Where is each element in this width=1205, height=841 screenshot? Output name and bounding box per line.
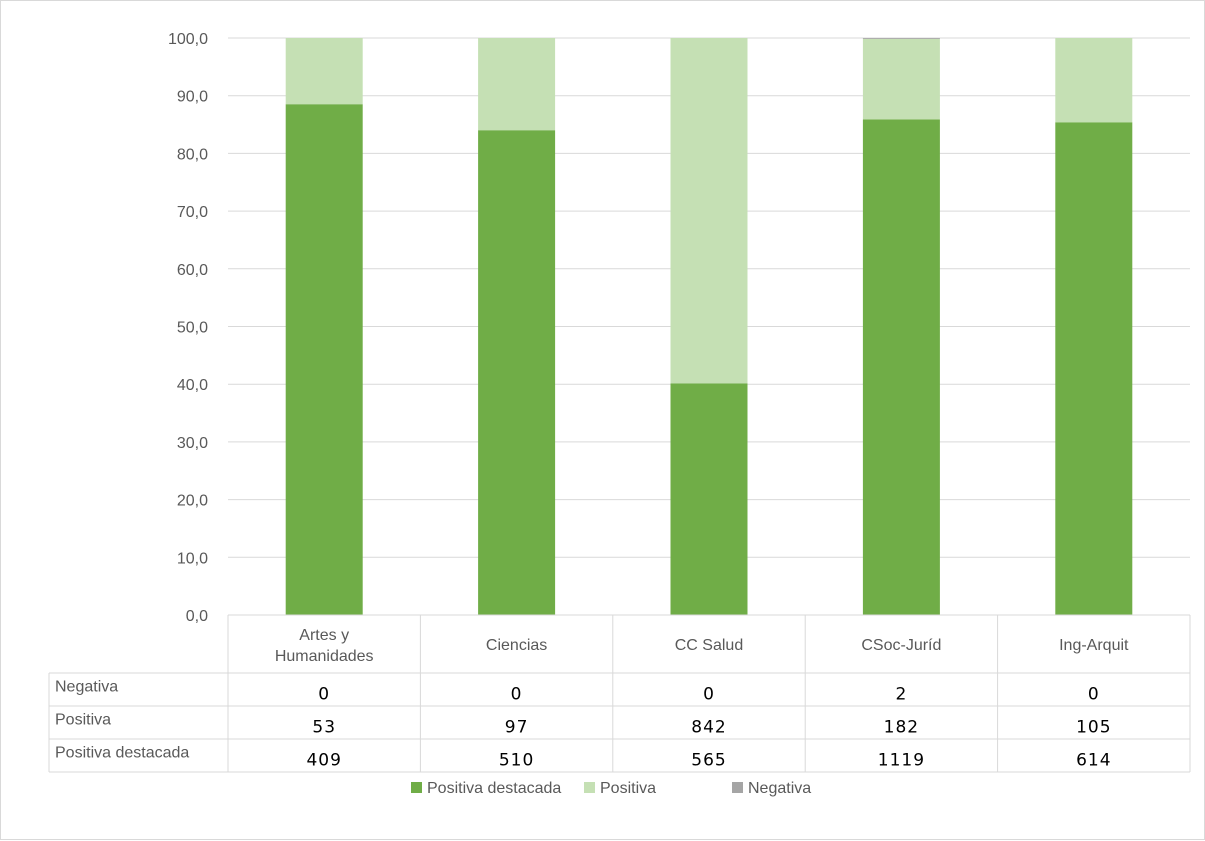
legend-label: Positiva destacada [427, 780, 561, 797]
legend-swatch [411, 782, 422, 793]
bar-segment [1055, 122, 1133, 615]
bar-segment [478, 130, 556, 615]
y-axis: 0,0 10,0 20,0 30,0 40,0 50,0 60,0 70,0 80,0 90,0 1… [168, 31, 208, 625]
table-cell-value: 0 [318, 685, 330, 705]
category-label: Artes y [299, 627, 349, 644]
table-row-label: Positiva destacada [55, 745, 189, 762]
y-tick-label: 40,0 [177, 377, 208, 394]
category-label: Humanidades [275, 648, 374, 665]
y-tick-label: 20,0 [177, 493, 208, 510]
bars [285, 38, 1133, 616]
table-row-label: Positiva [55, 712, 111, 729]
table-cell-value: 614 [1076, 751, 1111, 771]
table-cell-value: 105 [1076, 718, 1111, 738]
category-label: CSoc-Juríd [861, 637, 941, 654]
bar-segment [670, 38, 748, 384]
bar-segment [478, 38, 556, 131]
table-cell-value: 565 [691, 751, 726, 771]
y-tick-label: 70,0 [177, 204, 208, 221]
y-tick-label: 30,0 [177, 435, 208, 452]
legend: Positiva destacada Positiva Negativa [411, 780, 811, 797]
y-tick-label: 60,0 [177, 262, 208, 279]
bar-segment [862, 38, 940, 120]
y-tick-label: 100,0 [168, 31, 208, 48]
bar-segment [862, 119, 940, 615]
table-cell-value: 409 [306, 751, 341, 771]
y-tick-label: 80,0 [177, 146, 208, 163]
table-cell-value: 0 [703, 685, 715, 705]
legend-swatch [584, 782, 595, 793]
legend-label: Positiva [600, 780, 656, 797]
category-label: Ciencias [486, 637, 547, 654]
table-row-label: Negativa [55, 679, 118, 696]
category-label: Ing-Arquit [1059, 637, 1129, 654]
y-tick-label: 90,0 [177, 89, 208, 106]
table-cell-value: 2 [895, 685, 907, 705]
bar-segment [1055, 38, 1133, 123]
y-tick-label: 0,0 [186, 608, 208, 625]
legend-swatch [732, 782, 743, 793]
table-cell-value: 53 [312, 718, 336, 738]
y-tick-label: 10,0 [177, 550, 208, 567]
table-cell-value: 182 [884, 718, 919, 738]
bar-segment [862, 38, 940, 39]
data-table: Artes y Humanidades Ciencias CC Salud CSoc-J… [48, 614, 1191, 773]
table-cell-value: 0 [511, 685, 523, 705]
category-label: CC Salud [675, 637, 743, 654]
legend-label: Negativa [748, 780, 811, 797]
table-cell-value: 1119 [878, 751, 925, 771]
table-cell-value: 0 [1088, 685, 1100, 705]
table-cell-value: 97 [505, 718, 529, 738]
y-tick-label: 50,0 [177, 320, 208, 337]
table-cell-value: 510 [499, 751, 534, 771]
table-cell-value: 842 [691, 718, 726, 738]
bar-segment [670, 383, 748, 615]
bar-segment [285, 38, 363, 105]
bar-segment [285, 104, 363, 616]
